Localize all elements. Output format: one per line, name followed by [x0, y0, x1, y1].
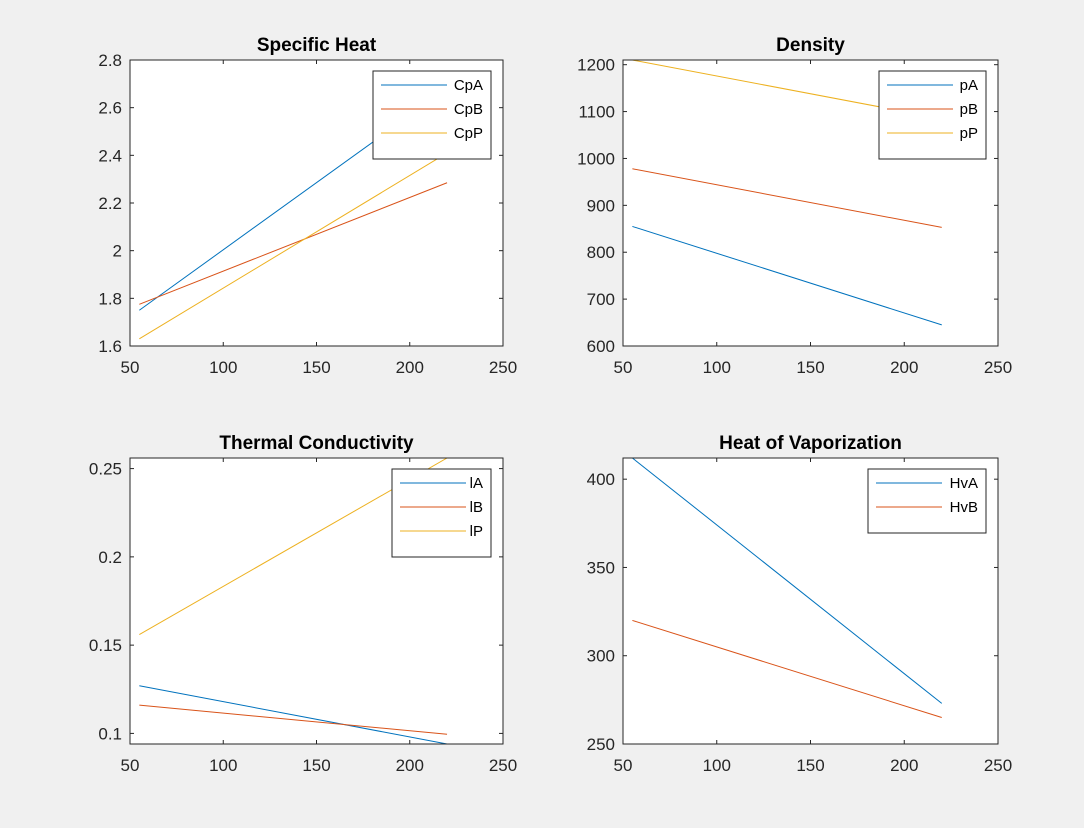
y-tick-label: 0.2 [98, 548, 122, 567]
legend-label-lA: lA [470, 475, 483, 492]
legend: CpA CpB CpP [372, 70, 492, 160]
y-tick-label: 350 [587, 558, 615, 577]
y-tick-label: 2.8 [98, 51, 122, 70]
x-tick-label: 150 [796, 358, 824, 377]
legend: lA lB lP [391, 468, 492, 558]
legend-box [391, 468, 492, 558]
series-line-pA [632, 225, 942, 326]
legend-label-CpB: CpB [454, 101, 483, 118]
subplot-2: 50 100 150 200 250 600 700 800 900 1000 1100 1200 De… [577, 35, 1012, 377]
subplot-3: 50 100 150 200 250 0.1 0.15 0.2 0.25 Thermal Cond… [89, 433, 517, 775]
legend-box [372, 70, 492, 160]
y-tick-label: 2.2 [98, 194, 122, 213]
x-tick-label: 50 [614, 358, 633, 377]
x-tick-label: 50 [614, 756, 633, 775]
x-tick-label: 250 [984, 756, 1012, 775]
y-tick-label: 300 [587, 647, 615, 666]
x-tick-label: 200 [396, 756, 424, 775]
series-line-lB [139, 704, 448, 735]
y-tick-label: 2 [113, 242, 122, 261]
legend-label-pB: pB [960, 101, 978, 118]
y-tick-label: 600 [587, 337, 615, 356]
x-tick-label: 100 [209, 358, 237, 377]
y-tick-label: 2.6 [98, 99, 122, 118]
legend-label-lP: lP [470, 523, 483, 540]
subplot-1: 50 100 150 200 250 1.6 1.8 2 2.2 2.4 2.6 2.8 Specifi… [98, 35, 517, 377]
y-tick-label: 250 [587, 735, 615, 754]
legend-label-pA: pA [960, 77, 978, 94]
y-tick-label: 0.15 [89, 636, 122, 655]
y-tick-label: 900 [587, 196, 615, 215]
x-tick-label: 250 [984, 358, 1012, 377]
x-tick-label: 50 [121, 756, 140, 775]
legend-label-CpP: CpP [454, 125, 483, 142]
series-line-HvA [632, 458, 943, 704]
legend-label-HvA: HvA [950, 475, 978, 492]
x-tick-label: 200 [890, 358, 918, 377]
y-tick-label: 1.8 [98, 289, 122, 308]
y-tick-label: 1000 [577, 149, 615, 168]
legend-label-lB: lB [470, 499, 483, 516]
x-tick-label: 150 [796, 756, 824, 775]
series-line-lA [139, 685, 448, 744]
y-tick-label: 2.4 [98, 146, 122, 165]
chart-title: Heat of Vaporization [719, 433, 902, 454]
y-tick-label: 700 [587, 290, 615, 309]
chart-title: Thermal Conductivity [219, 433, 414, 454]
chart-title: Specific Heat [257, 35, 377, 56]
x-tick-label: 250 [489, 756, 517, 775]
x-tick-label: 100 [703, 358, 731, 377]
series-group [632, 458, 943, 718]
legend-box [878, 70, 987, 160]
x-tick-label: 200 [890, 756, 918, 775]
x-tick-label: 200 [396, 358, 424, 377]
series-line-pB [632, 168, 942, 228]
subplot-4: 50 100 150 200 250 250 300 350 400 Heat of Vapori… [587, 433, 1013, 775]
x-tick-label: 150 [302, 756, 330, 775]
series-line-CpP [139, 152, 448, 340]
x-tick-label: 100 [703, 756, 731, 775]
x-tick-label: 250 [489, 358, 517, 377]
y-tick-label: 800 [587, 243, 615, 262]
legend-label-pP: pP [960, 125, 978, 142]
x-tick-label: 50 [121, 358, 140, 377]
legend-label-HvB: HvB [950, 499, 978, 516]
y-tick-label: 1200 [577, 56, 615, 75]
x-tick-label: 100 [209, 756, 237, 775]
legend-label-CpA: CpA [454, 77, 483, 94]
legend-box [867, 468, 987, 534]
y-tick-label: 400 [587, 470, 615, 489]
series-line-HvB [632, 619, 942, 718]
y-tick-label: 0.25 [89, 460, 122, 479]
series-line-CpB [139, 182, 448, 305]
x-tick-label: 150 [302, 358, 330, 377]
y-tick-label: 1.6 [98, 337, 122, 356]
subplots: 50 100 150 200 250 1.6 1.8 2 2.2 2.4 2.6 2.8 Specifi… [89, 35, 1012, 775]
chart-title: Density [776, 35, 845, 56]
y-tick-label: 1100 [578, 103, 615, 122]
legend: HvA HvB [867, 468, 987, 534]
legend: pA pB pP [878, 70, 987, 160]
y-tick-label: 0.1 [98, 724, 122, 743]
